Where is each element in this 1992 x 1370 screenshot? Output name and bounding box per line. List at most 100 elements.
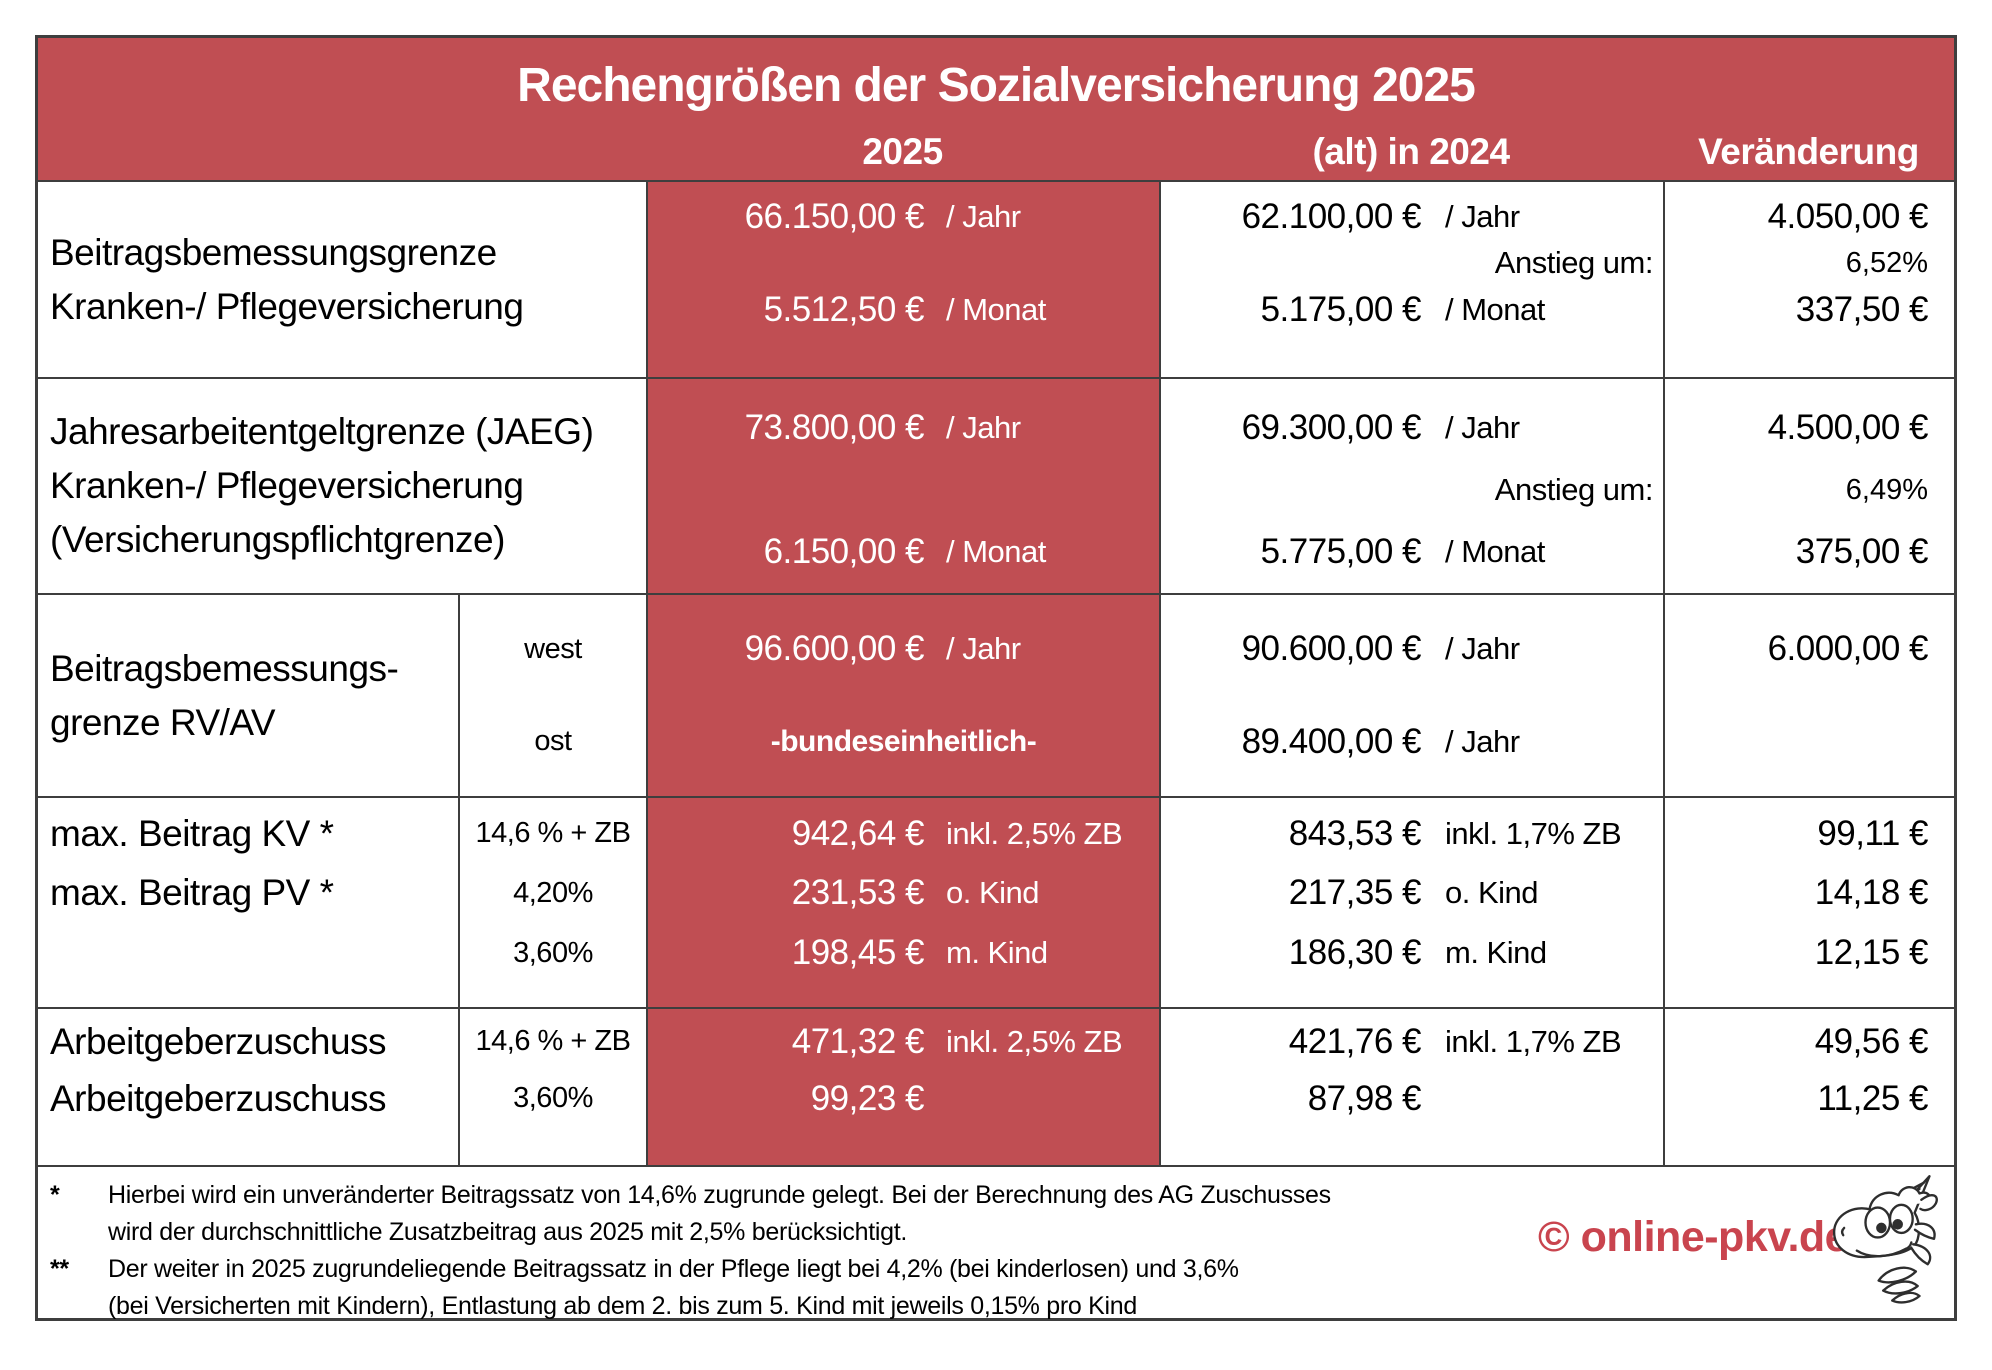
- value-line: 96.600,00 € / Jahr: [648, 603, 1159, 696]
- amount-2025-ag-kv: 471,32 €: [791, 1021, 925, 1061]
- row-label-line: Kranken-/ Pflegeversicherung: [50, 465, 524, 506]
- row-label-line: (Versicherungspflichtgrenze): [50, 519, 505, 560]
- footnote-1-line-1: Hierbei wird ein unveränderter Beitragss…: [108, 1181, 1331, 1209]
- footnote-2: ** Der weiter in 2025 zugrundeliegende B…: [50, 1251, 1954, 1325]
- value-line: 89.400,00 € / Jahr: [1161, 696, 1663, 789]
- row-label-line: Arbeitgeberzuschuss: [50, 1077, 387, 1119]
- footnote-1-marker: *: [50, 1181, 60, 1209]
- unit-label: / Monat: [1445, 291, 1545, 327]
- unit-label: m. Kind: [946, 935, 1048, 971]
- amount-2024-ag-pv: 87,98 €: [1307, 1078, 1422, 1118]
- table-row-bbg-kv: Beitragsbemessungsgrenze Kranken-/ Pfleg…: [38, 180, 1954, 377]
- unit-label: m. Kind: [1445, 935, 1547, 971]
- rate-subcolumn: 14,6 % + ZB 3,60%: [458, 1009, 646, 1165]
- rate-pv-childless-label: 4,20%: [513, 876, 593, 909]
- row-label-line: Kranken-/ Pflegeversicherung: [50, 285, 524, 327]
- value-line: 69.300,00 € / Jahr: [1161, 397, 1663, 459]
- unit-label: / Monat: [1445, 534, 1545, 569]
- amount-2024-ost: 89.400,00 €: [1241, 721, 1422, 761]
- value-line: 471,32 € inkl. 2,5% ZB: [648, 1013, 1159, 1070]
- rate-kv-label: 14,6 % + ZB: [475, 1025, 631, 1057]
- row-label-line: max. Beitrag PV *: [50, 872, 334, 914]
- amount-2025-month: 5.512,50 €: [763, 289, 925, 329]
- amount-2025-west: 96.600,00 €: [744, 629, 925, 669]
- column-header-2024: (alt) in 2024: [1312, 131, 1510, 172]
- amount-2024-ag-kv: 421,76 €: [1288, 1021, 1422, 1061]
- change-cell: 4.500,00 € 6,49% 375,00 €: [1663, 379, 1954, 593]
- value-line: 5.775,00 € / Monat: [1161, 521, 1663, 583]
- value-2024-cell: 843,53 € inkl. 1,7% ZB 217,35 € o. Kind …: [1159, 798, 1663, 1007]
- value-line: 6.150,00 € / Monat: [648, 521, 1159, 583]
- value-line: 942,64 € inkl. 2,5% ZB: [648, 804, 1159, 864]
- change-cell: 6.000,00 €: [1663, 595, 1954, 796]
- change-cell: 99,11 € 14,18 € 12,15 €: [1663, 798, 1954, 1007]
- row-label: Arbeitgeberzuschuss Arbeitgeberzuschuss: [38, 1009, 458, 1165]
- value-line: 66.150,00 € / Jahr: [648, 194, 1159, 240]
- amount-2025-year: 66.150,00 €: [744, 197, 925, 237]
- title-banner: Rechengrößen der Sozialversicherung 2025…: [38, 38, 1954, 180]
- value-line: 5.175,00 € / Monat: [1161, 287, 1663, 333]
- table-row-max-beitrag: max. Beitrag KV * max. Beitrag PV * 14,6…: [38, 796, 1954, 1007]
- row-label: max. Beitrag KV * max. Beitrag PV *: [38, 798, 458, 1007]
- amount-2024-kv: 843,53 €: [1288, 813, 1422, 853]
- amount-2025-kv: 942,64 €: [791, 813, 925, 853]
- unit-label: o. Kind: [1445, 875, 1539, 911]
- column-header-2025: 2025: [862, 131, 943, 172]
- change-year: 4.500,00 €: [1767, 408, 1929, 447]
- value-2025-cell: 73.800,00 € / Jahr 6.150,00 € / Monat: [646, 379, 1159, 593]
- change-cell: 4.050,00 € 6,52% 337,50 €: [1663, 182, 1954, 377]
- change-ag-kv: 49,56 €: [1814, 1021, 1929, 1061]
- page-title: Rechengrößen der Sozialversicherung 2025: [517, 58, 1476, 112]
- row-label: Beitragsbemessungs- grenze RV/AV: [38, 595, 458, 796]
- unit-label: inkl. 1,7% ZB: [1445, 815, 1622, 851]
- increase-note: Anstieg um:: [1494, 245, 1654, 281]
- amount-2024-west: 90.600,00 €: [1241, 629, 1422, 669]
- value-line: 90.600,00 € / Jahr: [1161, 603, 1663, 696]
- change-cell: 49,56 € 11,25 €: [1663, 1009, 1954, 1165]
- unit-label: / Jahr: [1445, 723, 1520, 759]
- region-west-label: west: [524, 632, 582, 665]
- change-month: 337,50 €: [1795, 289, 1929, 329]
- footnote-2-text: Der weiter in 2025 zugrundeliegende Beit…: [108, 1251, 1508, 1325]
- unit-label: o. Kind: [946, 875, 1040, 911]
- value-line: 62.100,00 € / Jahr: [1161, 194, 1663, 240]
- change-kv: 99,11 €: [1817, 813, 1928, 853]
- unit-label: inkl. 2,5% ZB: [946, 1023, 1123, 1059]
- change-percent: 6,52%: [1845, 246, 1928, 279]
- unit-label: / Monat: [946, 534, 1046, 569]
- change-ag-pv: 11,25 €: [1817, 1078, 1928, 1118]
- value-line: 186,30 € m. Kind: [1161, 923, 1663, 983]
- change-pv-children: 12,15 €: [1814, 933, 1929, 973]
- row-label: Beitragsbemessungsgrenze Kranken-/ Pfleg…: [38, 182, 646, 377]
- table-row-bbg-rv-av: Beitragsbemessungs- grenze RV/AV west os…: [38, 593, 1954, 796]
- value-2025-cell: 471,32 € inkl. 2,5% ZB 99,23 €: [646, 1009, 1159, 1165]
- table-row-arbeitgeberzuschuss: Arbeitgeberzuschuss Arbeitgeberzuschuss …: [38, 1007, 1954, 1165]
- unit-label: inkl. 1,7% ZB: [1445, 1023, 1622, 1059]
- footnote-2-line-2: (bei Versicherten mit Kindern), Entlastu…: [108, 1292, 1137, 1320]
- unit-label: / Jahr: [1445, 631, 1520, 667]
- value-2025-cell: 942,64 € inkl. 2,5% ZB 231,53 € o. Kind …: [646, 798, 1159, 1007]
- value-line: 421,76 € inkl. 1,7% ZB: [1161, 1013, 1663, 1070]
- unit-label: / Monat: [946, 291, 1046, 327]
- footnote-1-text: Hierbei wird ein unveränderter Beitragss…: [108, 1177, 1508, 1251]
- value-line: 99,23 €: [648, 1070, 1159, 1127]
- amount-2024-month: 5.175,00 €: [1260, 289, 1422, 329]
- uniform-nationwide-note: -bundeseinheitlich-: [770, 724, 1037, 758]
- row-label-line: grenze RV/AV: [50, 701, 276, 743]
- rate-pv-children-label: 3,60%: [513, 936, 593, 969]
- value-2024-cell: 69.300,00 € / Jahr Anstieg um: 5.775,00 …: [1159, 379, 1663, 593]
- unit-label: / Jahr: [946, 631, 1021, 667]
- value-line: 231,53 € o. Kind: [648, 864, 1159, 924]
- row-label-line: Arbeitgeberzuschuss: [50, 1020, 387, 1062]
- value-line: 87,98 €: [1161, 1070, 1663, 1127]
- change-month: 375,00 €: [1795, 532, 1929, 571]
- value-2024-cell: 421,76 € inkl. 1,7% ZB 87,98 €: [1159, 1009, 1663, 1165]
- footnote-2-line-1: Der weiter in 2025 zugrundeliegende Beit…: [108, 1255, 1239, 1283]
- value-line: 5.512,50 € / Monat: [648, 287, 1159, 333]
- footnote-2-marker: **: [50, 1255, 69, 1283]
- footnote-section: * Hierbei wird ein unveränderter Beitrag…: [38, 1165, 1954, 1320]
- table-row-jaeg: Jahresarbeitentgeltgrenze (JAEG) Kranken…: [38, 377, 1954, 593]
- copyright-text: © online-pkv.de: [1538, 1213, 1849, 1261]
- change-year: 4.050,00 €: [1767, 197, 1929, 237]
